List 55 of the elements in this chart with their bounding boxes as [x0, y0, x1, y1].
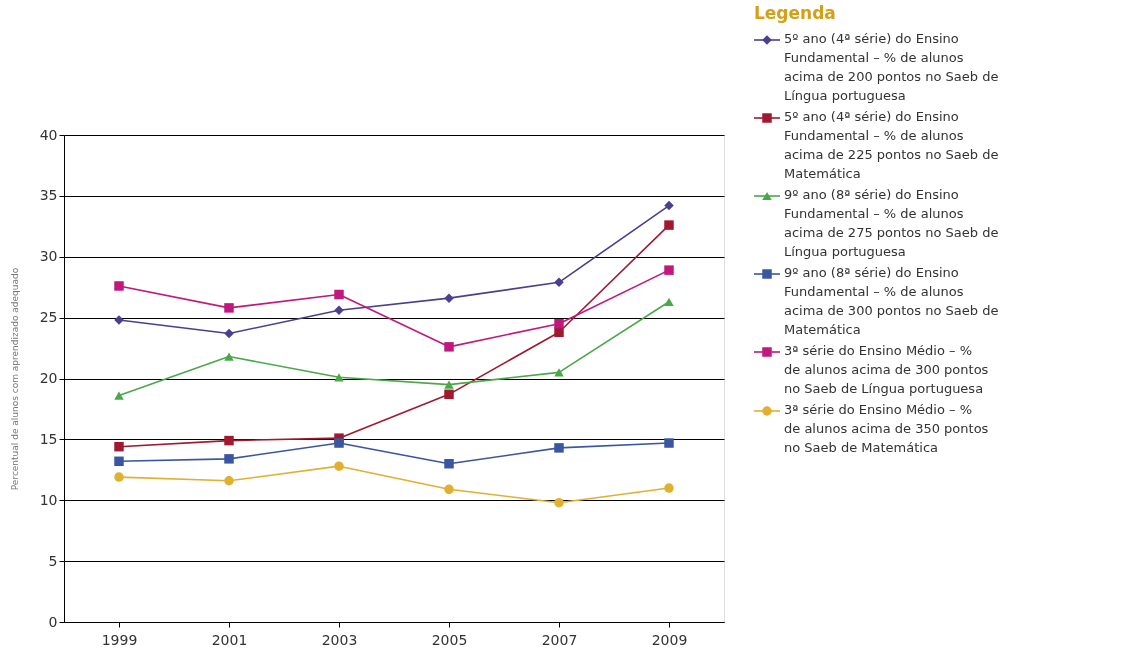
point [334, 305, 344, 316]
point [224, 454, 234, 464]
point [554, 318, 564, 329]
y-tick-label: 15 [39, 430, 58, 447]
point [114, 441, 124, 452]
point [334, 438, 344, 448]
point [554, 443, 564, 453]
y-tick-label: 35 [39, 187, 58, 204]
y-tick-label: 5 [48, 552, 58, 569]
point [664, 220, 674, 230]
y-tick-label: 25 [39, 309, 58, 326]
point [444, 458, 454, 469]
point [554, 497, 564, 508]
point [114, 391, 124, 400]
x-tick-label: 2001 [211, 631, 248, 648]
x-tick-label: 2009 [651, 631, 688, 648]
legend-label: 3ª série do Ensino Médio – % de alunos acima de 350 pontos no Saeb de Matemática [784, 402, 989, 455]
point [664, 438, 674, 448]
point [224, 352, 234, 361]
y-tick-label: 30 [39, 248, 58, 265]
point [224, 476, 234, 486]
point [334, 461, 344, 471]
x-tick-label: 2005 [431, 631, 468, 648]
point [664, 265, 674, 275]
point [664, 200, 674, 211]
y-tick-label: 20 [39, 370, 58, 386]
point [224, 435, 234, 446]
point [554, 277, 564, 288]
y-axis-title: Percentual de alunos com aprendizado adequado [9, 267, 20, 491]
point [444, 484, 454, 495]
point [114, 281, 124, 291]
y-tick-label: 40 [39, 126, 58, 143]
point [114, 456, 124, 467]
legend-label: 5º ano (4ª série) do Ensino Fundamental – % de alunos acima de 225 pontos no Saeb de Matemática [784, 109, 999, 181]
y-tick-label: 10 [39, 491, 58, 508]
x-tick-label: 2007 [541, 631, 578, 648]
point [224, 303, 234, 313]
legend-title: Legenda [754, 3, 836, 23]
point [444, 380, 454, 389]
legend-label: 9º ano (8ª série) do Ensino Fundamental – % de alunos acima de 275 pontos no Saeb de Língua portuguesa [784, 187, 999, 259]
point [334, 373, 344, 382]
point [114, 472, 124, 482]
x-tick-label: 2003 [321, 631, 358, 648]
x-tick-label: 1999 [101, 631, 138, 648]
point [554, 368, 564, 377]
point [224, 328, 234, 339]
legend-label: 9º ano (8ª série) do Ensino Fundamental – % de alunos acima de 300 pontos no Saeb de Matemática [784, 265, 999, 337]
legend-label: 5º ano (4ª série) do Ensino Fundamental – % de alunos acima de 200 pontos no Saeb de Língua portuguesa [784, 31, 999, 103]
point [334, 289, 344, 300]
legend-label: 3ª série do Ensino Médio – % de alunos acima de 300 pontos no Saeb de Língua portuguesa [784, 343, 989, 396]
point [664, 483, 674, 493]
point [664, 297, 674, 306]
point [444, 389, 454, 400]
point [444, 342, 454, 352]
y-tick-label: 0 [48, 613, 58, 630]
